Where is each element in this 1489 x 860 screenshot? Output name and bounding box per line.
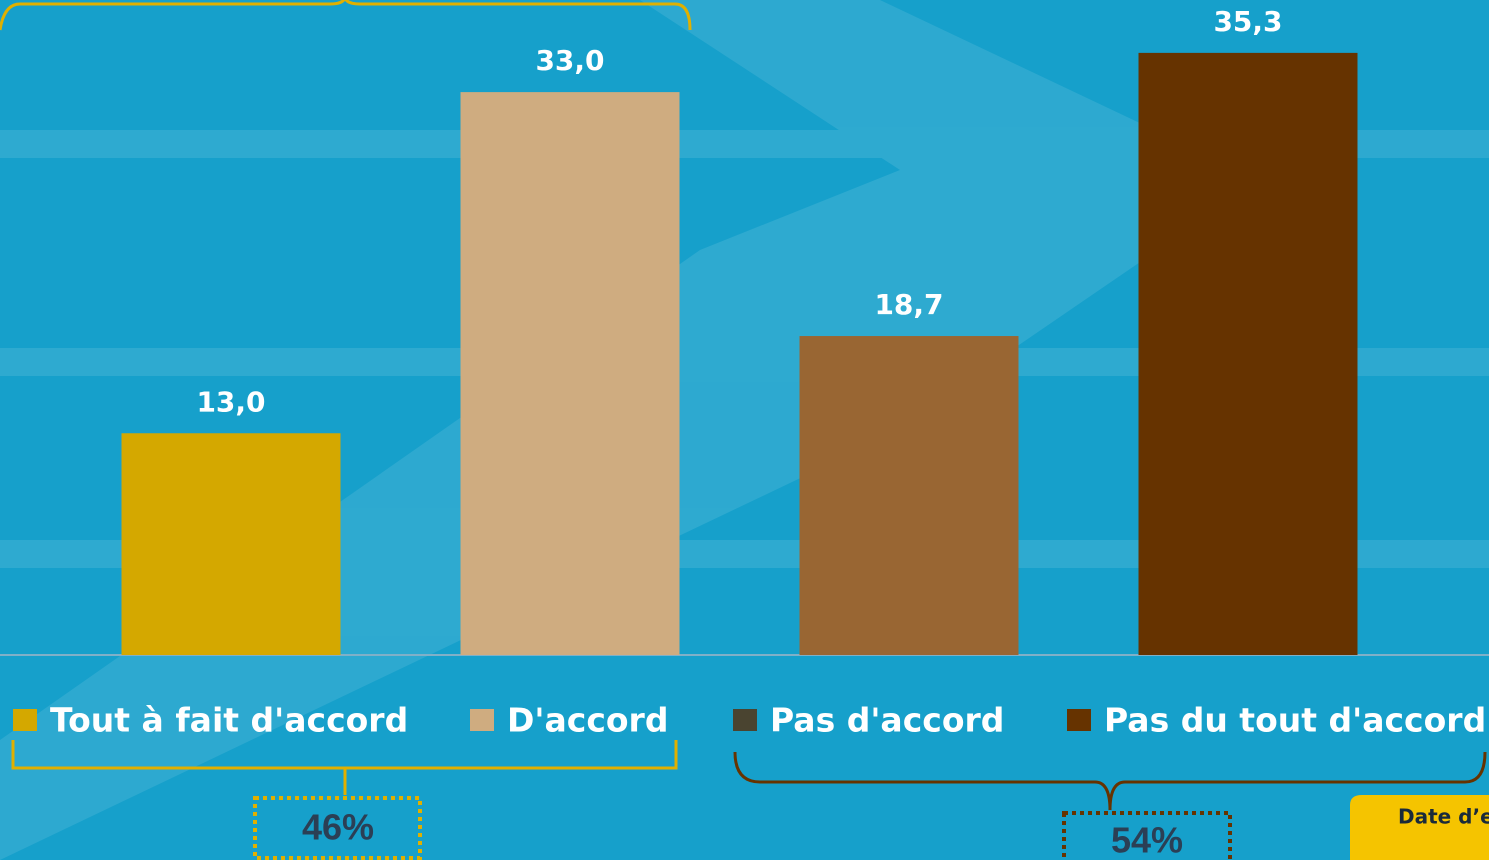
bar	[121, 433, 341, 655]
legend-swatch	[13, 709, 37, 731]
bar	[460, 92, 680, 655]
value-label: 13,0	[196, 385, 265, 418]
annotation: 46%	[302, 807, 374, 848]
annotation: 54%	[1111, 820, 1183, 860]
annotation: Date d’e	[1398, 805, 1489, 829]
legend-swatch	[470, 709, 494, 731]
legend-label: D'accord	[507, 701, 668, 740]
legend-swatch	[733, 709, 757, 731]
value-label: 33,0	[535, 44, 604, 77]
bar	[799, 336, 1019, 655]
legend-label: Pas du tout d'accord	[1104, 701, 1486, 740]
legend-swatch	[1067, 709, 1091, 731]
value-label: 35,3	[1213, 5, 1282, 38]
legend-label: Tout à fait d'accord	[50, 701, 408, 740]
value-label: 18,7	[874, 288, 943, 321]
legend-label: Pas d'accord	[770, 701, 1004, 740]
bar	[1138, 52, 1358, 655]
date-tab	[1350, 795, 1489, 860]
